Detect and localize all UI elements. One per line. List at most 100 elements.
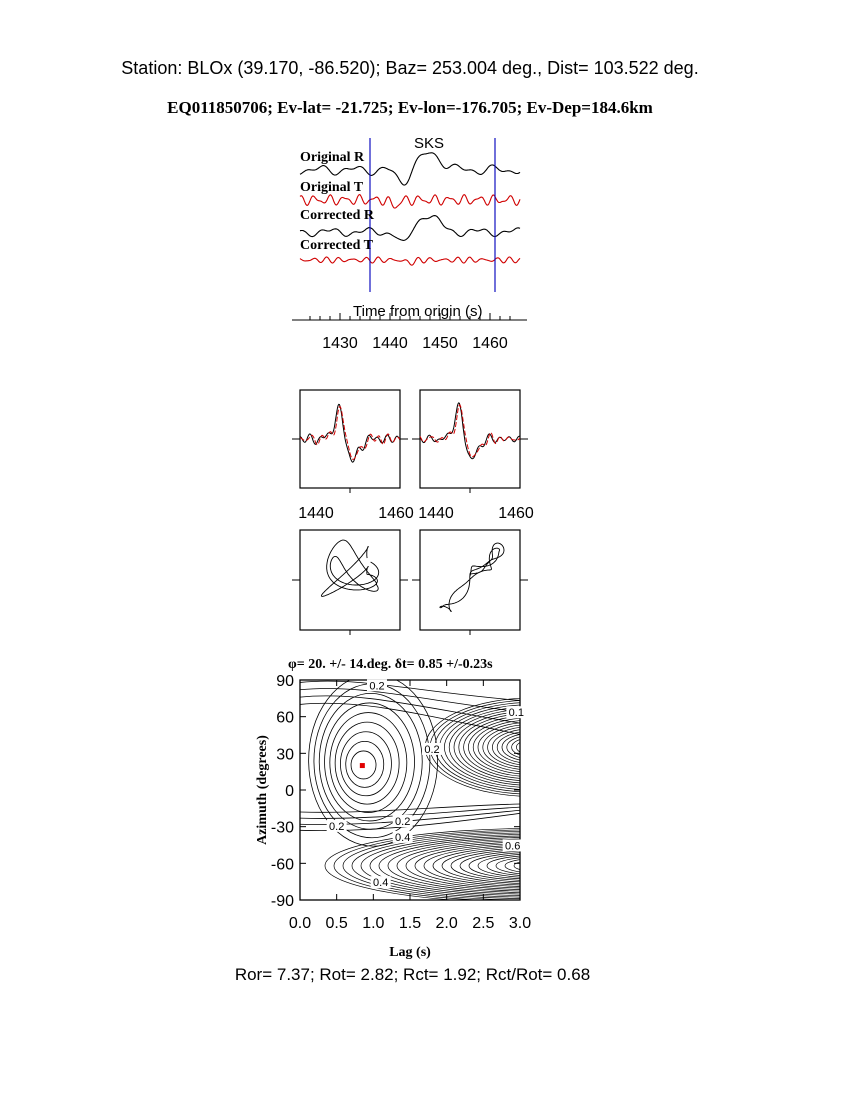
contour-label: 0.1 [509,707,524,719]
grid-title: φ= 20. +/- 14.deg. δt= 0.85 +/-0.23s [288,657,493,672]
overlay-before-radial [299,403,401,463]
contour-label-bg [326,819,347,832]
contour-lobe-upper [496,731,520,763]
contour-band-top [300,702,520,735]
contour-label: 0.2 [369,680,384,692]
contour-lobe-upper [526,744,538,750]
overlay-before-panel: 1440 1460 [292,389,414,522]
contour-label: 0.2 [395,816,410,828]
contour-label-bg [506,706,527,719]
contour-label-bg [367,679,387,692]
seismogram-panel: SKS Original R Original T Corrected R Co… [292,135,527,352]
trace-corrected-r [299,215,521,241]
contour-lobe-lower [396,840,520,892]
azimuth-tick-label: 30 [276,746,294,763]
contour-lobe-lower [486,855,520,876]
contour-lobe-lower [432,846,520,886]
contour-band-bottom [300,803,520,813]
contour-label: 0.2 [424,744,439,756]
overlay-tick-label: 1460 [498,505,534,522]
azimuth-tick-label: 60 [276,710,294,727]
time-axis: 1430 1440 1450 1460 [292,313,527,352]
azimuth-tick-label: 0 [285,783,294,800]
contour-lobe-lower [405,841,520,890]
best-fit-marker [359,763,365,769]
overlay-tick-label: 1460 [378,505,414,522]
overlay-after-radial [419,402,521,460]
azimuth-tick-label: -60 [271,856,294,873]
event-header: EQ011850706; Ev-lat= -21.725; Ev-lon=-17… [167,98,653,117]
lag-tick-label: 1.0 [362,915,384,932]
contour-label: 0.2 [329,821,344,833]
overlay-after-panel: 1440 1460 [412,389,534,522]
contour-lobe-lower [441,847,520,884]
overlay-before-transverse [299,405,401,460]
contour-lobe-upper [429,700,520,795]
contour-label-bg [392,815,413,827]
lag-axis-label: Lag (s) [389,945,431,960]
phase-label: SKS [414,135,444,152]
contour-labels: 0.2 0.1 0.2 0.2 0.2 0.4 0.6 0.4 [326,679,527,889]
contour-loop [324,702,415,822]
contour-lobe-upper [487,727,520,768]
trace-corrected-t [299,256,521,266]
particle-motion-before-panel [292,529,408,635]
contour-lobe-upper [482,724,520,770]
grid-ticks: 0.0 0.5 1.0 1.5 2.0 2.5 3.0 90 60 30 0 -30 -60 -90 [271,673,531,932]
contour-lobe-lower [495,857,520,875]
contour-lobe-upper [516,742,520,753]
contour-loop [308,680,439,847]
trace-label-corrected-r: Corrected R [300,208,375,223]
contour-lobe-lower [459,850,520,881]
contour-lobe-lower [468,852,520,880]
contour-loop [340,731,392,797]
particle-motion-panels [292,529,528,635]
contour-label-bg [422,742,442,755]
energy-grid-panel: φ= 20. +/- 14.deg. δt= 0.85 +/-0.23s 0.0… [255,657,548,960]
contour-lobe-upper [521,742,543,752]
contour-lobe-upper [453,711,520,784]
contour-lobe-lower [342,831,520,900]
contour-lobe-upper [506,736,520,758]
azimuth-tick-label: -90 [271,893,294,910]
contour-loop [350,750,377,780]
contour-lobe-lower [378,837,520,895]
contour-lobe-upper [477,722,520,772]
contour-lobe-upper [439,704,520,790]
trace-label-original-t: Original T [300,180,364,195]
contour-lobe-lower [477,854,520,878]
contour-lobe-upper [444,706,520,788]
lag-tick-label: 2.0 [436,915,458,932]
contour-label-bg [392,830,413,843]
contour-lobe-upper [458,713,520,781]
contour-label-bg [370,876,391,889]
lag-tick-label: 3.0 [509,915,531,932]
contour-lobe-lower [351,832,520,899]
contour-band-top [300,680,520,701]
splitting-stats: Ror= 7.37; Rot= 2.82; Rct= 1.92; Rct/Rot… [234,965,591,984]
time-tick-label: 1450 [422,335,458,352]
contour-lobe-upper [472,720,520,775]
contour-lobe-lower [360,834,520,898]
contour-label: 0.4 [395,832,410,844]
contour-lobe-lower [387,838,520,893]
particle-motion-after-curve [439,542,505,612]
overlay-after-transverse [419,404,521,458]
contour-lobe-upper [468,718,520,777]
contour-loop [345,740,385,788]
waveform-overlay-panels: 1440 1460 1440 1460 [292,389,534,522]
contour-lobe-upper [434,702,520,793]
contour-lobe-lower [324,828,520,900]
lag-tick-label: 2.5 [472,915,494,932]
contour-label-bg [502,839,523,852]
contour-lobe-lower [423,844,520,887]
station-header: Station: BLOx (39.170, -86.520); Baz= 25… [121,58,699,78]
time-tick-label: 1460 [472,335,508,352]
contour-group [300,680,548,900]
overlay-tick-label: 1440 [298,505,334,522]
overlay-after-frame [419,389,521,489]
contour-loop [334,721,400,805]
contour-lobe-lower [532,863,548,869]
lag-tick-label: 0.5 [326,915,348,932]
